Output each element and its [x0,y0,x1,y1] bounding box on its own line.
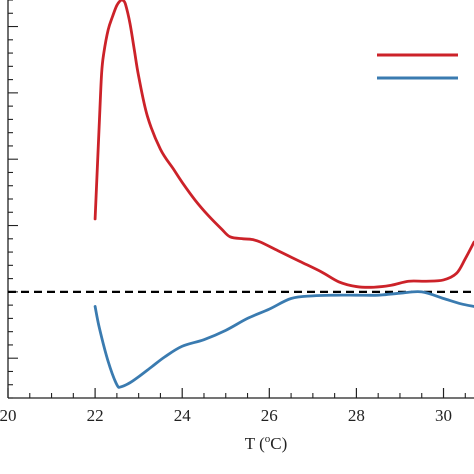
series-line-1 [93,0,474,289]
x-tick-label: 26 [261,406,278,425]
x-tick-label: 22 [87,406,104,425]
y-ticks [8,0,18,399]
x-tick-label: 24 [174,406,192,425]
axes [7,0,474,399]
x-tick-labels: 20 22 24 26 28 30 [0,406,452,425]
x-tick-label: 20 [0,406,17,425]
x-axis-label-suffix: C) [270,434,287,453]
x-axis-label-prefix: T ( [245,434,265,453]
series-group [93,0,474,389]
x-axis-label: T (oC) [245,433,288,453]
x-tick-label: 30 [435,406,452,425]
x-axis-label-superscript: o [265,433,271,445]
series-line-2 [93,290,474,389]
x-ticks [7,388,466,398]
legend [377,53,458,80]
x-tick-label: 28 [348,406,365,425]
